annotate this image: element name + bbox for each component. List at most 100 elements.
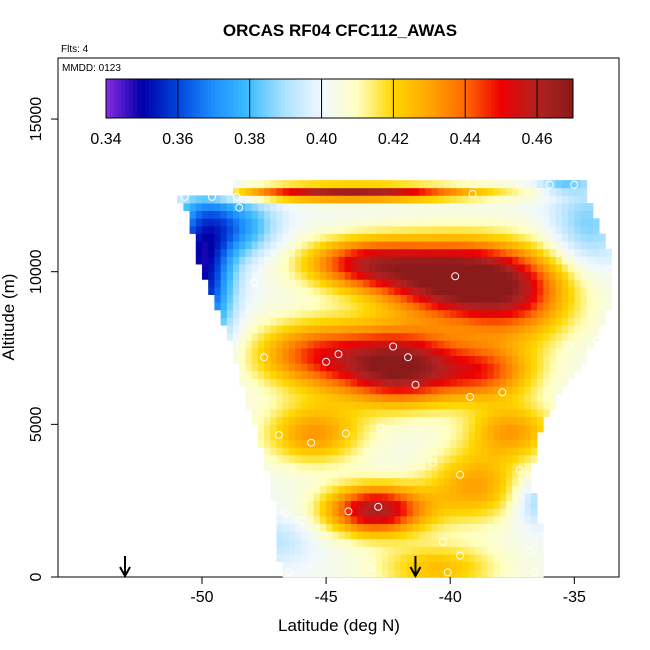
heatmap-cell xyxy=(518,363,526,372)
heatmap-cell xyxy=(394,286,401,295)
heatmap-cell xyxy=(338,195,346,204)
heatmap-cell xyxy=(319,218,327,227)
heatmap-cell xyxy=(406,256,414,265)
heatmap-cell xyxy=(431,218,439,227)
heatmap-cell xyxy=(487,386,495,395)
colorbar-swatch xyxy=(537,79,543,118)
heatmap-cell xyxy=(245,317,253,326)
heatmap-cell xyxy=(245,187,253,196)
heatmap-cell xyxy=(487,515,495,524)
heatmap-cell xyxy=(332,493,339,502)
heatmap-cell xyxy=(425,508,432,517)
heatmap-cell xyxy=(512,264,519,273)
heatmap-cell xyxy=(406,386,414,395)
heatmap-cell xyxy=(419,470,426,479)
heatmap-cell xyxy=(574,210,581,219)
colorbar-swatch xyxy=(137,79,142,118)
heatmap-cell xyxy=(450,325,457,334)
heatmap-cell xyxy=(350,393,358,402)
heatmap-cell xyxy=(499,416,507,425)
heatmap-cell xyxy=(599,294,606,303)
heatmap-cell xyxy=(537,401,544,410)
heatmap-cell xyxy=(468,218,476,227)
heatmap-cell xyxy=(437,477,445,486)
heatmap-cell xyxy=(419,569,426,578)
heatmap-cell xyxy=(381,286,389,295)
heatmap-cell xyxy=(282,264,290,273)
heatmap-cell xyxy=(506,409,513,418)
heatmap-cell xyxy=(444,348,451,357)
heatmap-cell xyxy=(431,439,439,448)
heatmap-cell xyxy=(406,447,414,456)
heatmap-cell xyxy=(369,470,377,479)
heatmap-cell xyxy=(493,218,501,227)
heatmap-cell xyxy=(301,386,308,395)
heatmap-cell xyxy=(332,386,339,395)
heatmap-cell xyxy=(313,302,321,311)
heatmap-cell xyxy=(344,439,352,448)
heatmap-cell xyxy=(375,348,383,357)
heatmap-cell xyxy=(549,241,557,250)
heatmap-cell xyxy=(326,348,333,357)
heatmap-cell xyxy=(400,187,408,196)
heatmap-cell xyxy=(319,431,327,441)
heatmap-cell xyxy=(276,462,284,471)
heatmap-cell xyxy=(239,332,246,341)
heatmap-cell xyxy=(444,195,451,204)
heatmap-cell xyxy=(245,302,253,311)
heatmap-cell xyxy=(400,317,408,326)
heatmap-cell xyxy=(282,508,290,517)
heatmap-cell xyxy=(437,325,445,334)
heatmap-cell xyxy=(412,401,420,410)
heatmap-cell xyxy=(369,447,377,456)
heatmap-cell xyxy=(406,416,414,425)
heatmap-cell xyxy=(412,363,420,372)
sample-point xyxy=(456,470,465,479)
heatmap-cell xyxy=(518,271,526,280)
heatmap-cell xyxy=(220,218,228,227)
heatmap-cell xyxy=(537,294,544,303)
heatmap-cell xyxy=(388,485,395,494)
heatmap-cell xyxy=(381,210,389,219)
heatmap-cell xyxy=(456,264,464,273)
heatmap-cell xyxy=(412,332,420,341)
heatmap-cell xyxy=(226,210,234,219)
heatmap-cell xyxy=(512,500,519,509)
heatmap-cell xyxy=(437,485,445,494)
heatmap-cell xyxy=(270,348,277,357)
heatmap-cell xyxy=(481,431,488,441)
heatmap-cell xyxy=(233,187,240,196)
heatmap-cell xyxy=(245,370,253,379)
heatmap-cell xyxy=(437,302,445,311)
heatmap-cell xyxy=(233,195,240,204)
heatmap-cell xyxy=(369,554,377,563)
heatmap-cell xyxy=(475,233,482,242)
heatmap-cell xyxy=(332,431,339,441)
heatmap-cell xyxy=(326,187,333,196)
heatmap-cell xyxy=(295,401,302,410)
sample-point xyxy=(605,266,614,275)
heatmap-cell xyxy=(257,203,265,212)
heatmap-cell xyxy=(543,233,550,242)
heatmap-cell xyxy=(506,500,513,509)
heatmap-cell xyxy=(400,386,408,395)
heatmap-cell xyxy=(444,386,451,395)
heatmap-cell xyxy=(524,279,532,288)
heatmap-cell xyxy=(276,302,284,311)
heatmap-cell xyxy=(499,378,507,387)
heatmap-cell xyxy=(295,279,302,288)
heatmap-cell xyxy=(394,317,401,326)
heatmap-cell xyxy=(350,256,358,265)
heatmap-cell xyxy=(425,523,432,532)
heatmap-cell xyxy=(431,370,439,379)
heatmap-cell xyxy=(332,424,339,433)
heatmap-cell xyxy=(530,424,538,433)
heatmap-cell xyxy=(574,256,581,265)
heatmap-cell xyxy=(344,416,352,425)
heatmap-cell xyxy=(580,355,588,364)
heatmap-cell xyxy=(412,416,420,425)
heatmap-cell xyxy=(499,393,507,402)
heatmap-cell xyxy=(282,302,290,311)
heatmap-cell xyxy=(574,363,581,372)
heatmap-cell xyxy=(524,180,532,189)
